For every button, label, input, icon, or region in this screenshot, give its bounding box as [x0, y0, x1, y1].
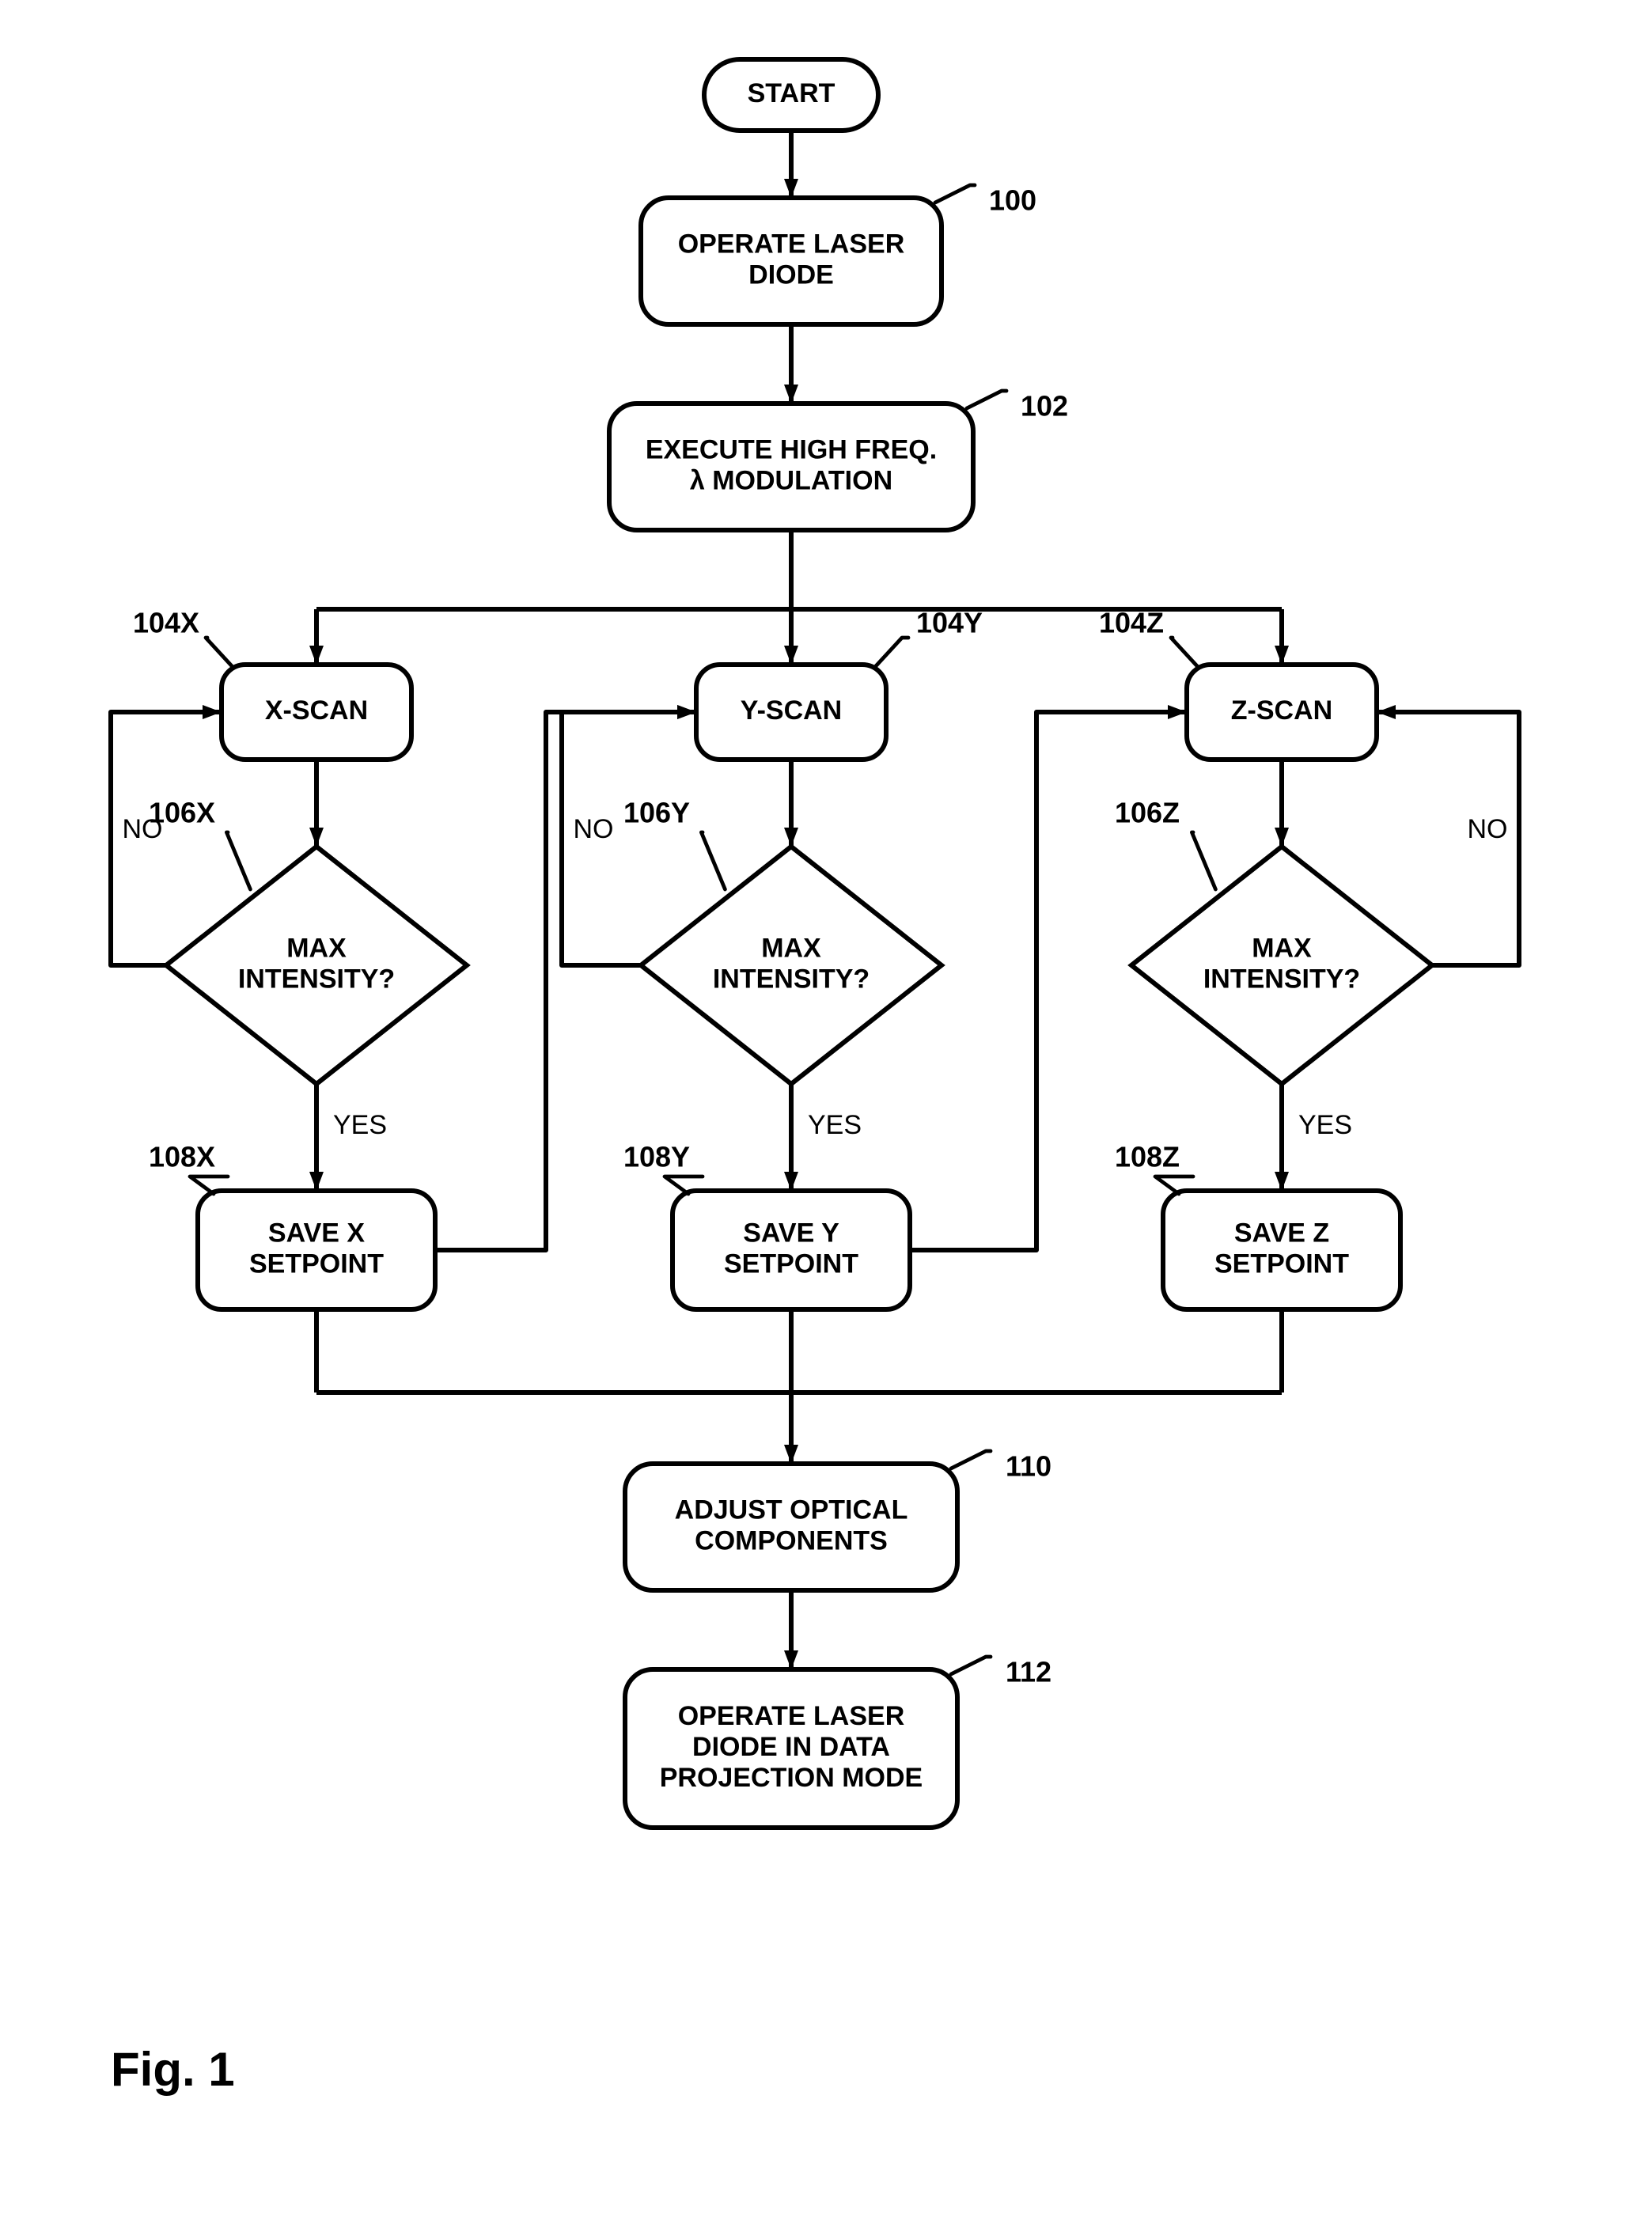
arrowhead	[309, 646, 324, 665]
arrowhead	[1275, 828, 1289, 847]
node-n106y: MAXINTENSITY? 106Y	[623, 797, 942, 1084]
arrowhead	[1377, 705, 1396, 719]
edge-label-no: NO	[574, 814, 614, 844]
node-text: SETPOINT	[249, 1249, 384, 1279]
ref-label: 112	[1006, 1656, 1051, 1688]
edge-label-yes: YES	[1298, 1110, 1352, 1140]
node-text: DIODE IN DATA	[692, 1732, 890, 1762]
node-text: Y-SCAN	[741, 695, 842, 726]
edge-label-yes: YES	[808, 1110, 862, 1140]
arrowhead	[784, 828, 798, 847]
ref-label: 108Z	[1115, 1141, 1180, 1173]
arrowhead	[203, 705, 222, 719]
ref-label: 110	[1006, 1450, 1051, 1483]
node-n102: EXECUTE HIGH FREQ.λ MODULATION 102	[609, 390, 1068, 530]
node-n110: ADJUST OPTICALCOMPONENTS 110	[625, 1450, 1051, 1590]
node-n108z: SAVE ZSETPOINT 108Z	[1115, 1141, 1400, 1309]
ref-leader	[1192, 832, 1215, 889]
node-text: EXECUTE HIGH FREQ.	[646, 434, 937, 464]
ref-leader	[874, 638, 908, 668]
arrowhead	[1275, 1172, 1289, 1191]
ref-leader	[206, 638, 233, 668]
edge-label-no: NO	[1468, 814, 1508, 844]
node-text: SETPOINT	[1214, 1249, 1349, 1279]
ref-label: 106Z	[1115, 797, 1180, 829]
ref-label: 102	[1021, 390, 1068, 422]
node-text: MAX	[761, 933, 821, 963]
node-text: OPERATE LASER	[678, 1701, 905, 1731]
ref-label: 108X	[149, 1141, 215, 1173]
arrowhead	[784, 646, 798, 665]
node-n106x: MAXINTENSITY?106X	[149, 797, 467, 1084]
node-text: SAVE Y	[743, 1218, 839, 1248]
ref-leader	[935, 185, 975, 203]
edge-label-no: NO	[123, 814, 163, 844]
node-text: INTENSITY?	[238, 964, 395, 995]
node-n108x: SAVE XSETPOINT 108X	[149, 1141, 435, 1309]
node-text: ADJUST OPTICAL	[675, 1495, 908, 1525]
arrowhead	[1275, 646, 1289, 665]
ref-leader	[951, 1451, 991, 1468]
node-text: MAX	[1252, 933, 1312, 963]
ref-label: 100	[989, 184, 1036, 217]
node-n106z: MAXINTENSITY? 106Z	[1115, 797, 1432, 1084]
ref-leader	[226, 832, 250, 889]
node-text: SAVE X	[268, 1218, 366, 1248]
arrowhead	[784, 385, 798, 404]
node-text: SAVE Z	[1234, 1218, 1329, 1248]
node-n100: OPERATE LASERDIODE 100	[641, 184, 1036, 324]
node-text: SETPOINT	[724, 1249, 858, 1279]
node-text: DIODE	[748, 260, 834, 290]
ref-leader	[951, 1657, 991, 1674]
node-text: START	[748, 78, 835, 108]
ref-label: 104X	[133, 607, 199, 639]
node-start: START	[704, 59, 878, 131]
ref-label: 108Y	[623, 1141, 690, 1173]
ref-leader	[967, 391, 1006, 408]
node-text: INTENSITY?	[713, 964, 870, 995]
node-n112: OPERATE LASERDIODE IN DATAPROJECTION MOD…	[625, 1656, 1051, 1828]
arrowhead	[309, 828, 324, 847]
arrowhead	[1168, 705, 1187, 719]
arrowhead	[677, 705, 696, 719]
ref-leader	[1171, 638, 1199, 668]
node-text: MAX	[286, 933, 347, 963]
edge-label-yes: YES	[333, 1110, 387, 1140]
ref-label: 106Y	[623, 797, 690, 829]
node-text: λ MODULATION	[690, 466, 892, 496]
node-n104z: Z-SCAN104Z	[1099, 607, 1377, 760]
node-text: INTENSITY?	[1203, 964, 1360, 995]
arrowhead	[784, 179, 798, 198]
node-text: Z-SCAN	[1231, 695, 1332, 726]
node-text: PROJECTION MODE	[660, 1763, 923, 1793]
node-n108y: SAVE YSETPOINT 108Y	[623, 1141, 910, 1309]
node-n104y: Y-SCAN104Y	[696, 607, 983, 760]
arrowhead	[784, 1650, 798, 1669]
arrowhead	[309, 1172, 324, 1191]
arrowhead	[784, 1445, 798, 1464]
node-n104x: X-SCAN 104X	[133, 607, 411, 760]
node-text: X-SCAN	[265, 695, 368, 726]
figure-label: Fig. 1	[111, 2043, 235, 2096]
node-text: COMPONENTS	[695, 1526, 888, 1556]
arrowhead	[784, 1172, 798, 1191]
ref-leader	[701, 832, 725, 889]
node-text: OPERATE LASER	[678, 229, 905, 259]
